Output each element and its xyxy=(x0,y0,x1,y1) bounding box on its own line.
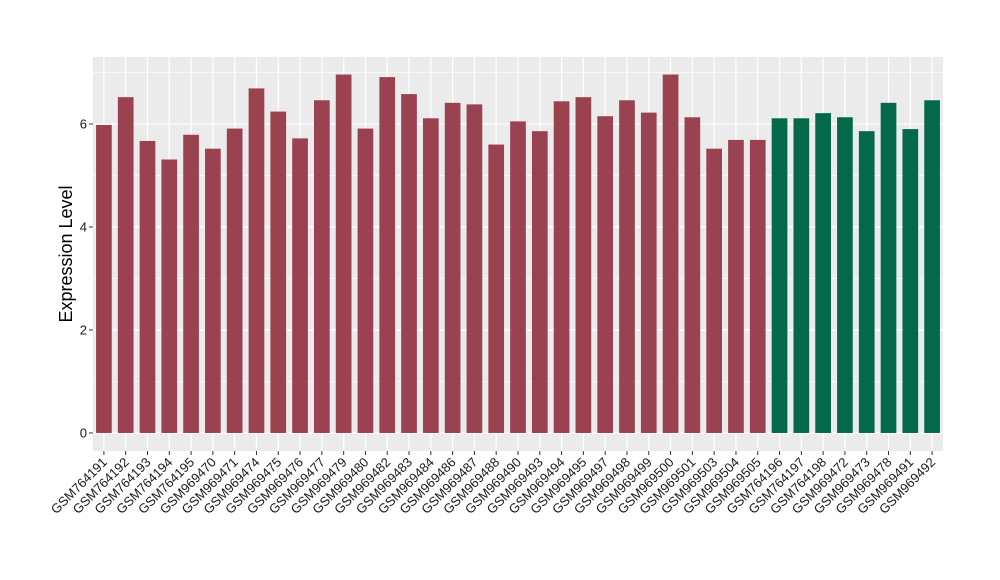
bar-GSM764194 xyxy=(161,159,178,433)
bar-GSM969483 xyxy=(401,94,417,433)
bar-GSM969477 xyxy=(314,100,330,433)
y-tick-label: 0 xyxy=(80,425,87,440)
x-axis: GSM764191GSM764192GSM764193GSM764194GSM7… xyxy=(48,451,938,517)
bar-GSM764191 xyxy=(96,124,112,433)
bars xyxy=(96,74,940,433)
bar-GSM969490 xyxy=(510,121,526,433)
bar-GSM969480 xyxy=(357,128,374,433)
bar-GSM969488 xyxy=(488,144,505,433)
y-axis-title: Expression Level xyxy=(56,185,76,322)
bar-GSM969495 xyxy=(575,97,592,433)
bar-GSM969487 xyxy=(466,104,483,433)
bar-GSM969493 xyxy=(531,131,548,433)
bar-GSM969500 xyxy=(662,74,679,433)
bar-GSM764196 xyxy=(771,118,788,433)
bar-GSM969473 xyxy=(858,131,875,433)
bar-GSM969472 xyxy=(837,117,853,433)
bar-GSM969503 xyxy=(706,148,722,433)
bar-GSM969501 xyxy=(684,117,701,433)
y-axis: 0 2 4 6 xyxy=(80,116,93,440)
bar-GSM764195 xyxy=(183,134,199,433)
bar-GSM969474 xyxy=(248,88,265,433)
bar-GSM764192 xyxy=(117,97,134,433)
bar-GSM969504 xyxy=(728,139,744,433)
bar-GSM969494 xyxy=(553,101,570,433)
bar-GSM969491 xyxy=(902,129,919,433)
bar-GSM969499 xyxy=(640,112,657,433)
bar-GSM969486 xyxy=(444,102,461,433)
bar-GSM969471 xyxy=(226,128,243,433)
bar-GSM969476 xyxy=(292,138,308,433)
bar-GSM969482 xyxy=(379,77,396,433)
bar-GSM764198 xyxy=(815,113,831,433)
bar-GSM969479 xyxy=(335,74,352,433)
bar-GSM969505 xyxy=(749,139,766,433)
bar-GSM764197 xyxy=(793,118,810,433)
bar-GSM969492 xyxy=(924,100,940,433)
bar-GSM764193 xyxy=(139,140,156,433)
bar-GSM969470 xyxy=(205,148,221,433)
y-tick-label: 2 xyxy=(80,322,87,337)
y-tick-label: 6 xyxy=(80,116,87,131)
bar-GSM969497 xyxy=(597,116,614,433)
y-tick-label: 4 xyxy=(80,219,87,234)
bar-GSM969475 xyxy=(270,111,287,433)
bar-GSM969498 xyxy=(619,100,635,433)
bar-GSM969484 xyxy=(422,118,439,433)
bar-GSM969478 xyxy=(880,102,897,433)
